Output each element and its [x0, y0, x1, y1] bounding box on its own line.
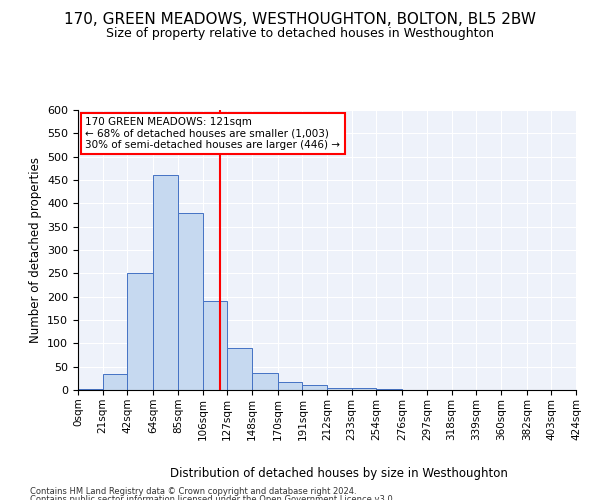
Y-axis label: Number of detached properties: Number of detached properties — [29, 157, 41, 343]
Bar — [376, 388, 402, 390]
Text: Distribution of detached houses by size in Westhoughton: Distribution of detached houses by size … — [170, 467, 508, 480]
Text: Contains public sector information licensed under the Open Government Licence v3: Contains public sector information licen… — [30, 495, 395, 500]
Bar — [252, 372, 278, 390]
Bar — [302, 386, 327, 390]
Bar — [153, 176, 178, 390]
Bar — [103, 374, 127, 390]
Text: Size of property relative to detached houses in Westhoughton: Size of property relative to detached ho… — [106, 28, 494, 40]
Bar — [78, 389, 103, 390]
Text: 170 GREEN MEADOWS: 121sqm
← 68% of detached houses are smaller (1,003)
30% of se: 170 GREEN MEADOWS: 121sqm ← 68% of detac… — [85, 117, 340, 150]
Bar — [278, 382, 302, 390]
Text: Contains HM Land Registry data © Crown copyright and database right 2024.: Contains HM Land Registry data © Crown c… — [30, 488, 356, 496]
Text: 170, GREEN MEADOWS, WESTHOUGHTON, BOLTON, BL5 2BW: 170, GREEN MEADOWS, WESTHOUGHTON, BOLTON… — [64, 12, 536, 28]
Bar — [352, 388, 376, 390]
Bar — [203, 302, 227, 390]
Bar — [178, 212, 203, 390]
Bar — [327, 388, 352, 390]
Bar — [127, 274, 153, 390]
Bar — [227, 348, 252, 390]
